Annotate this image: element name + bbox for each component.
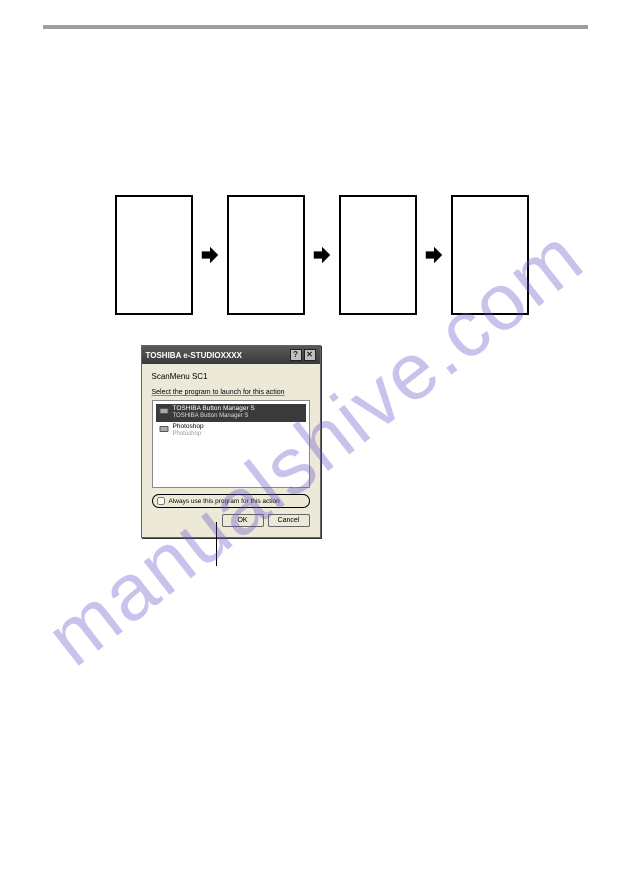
close-icon[interactable]: ✕ <box>304 349 316 361</box>
flow-step-4 <box>451 195 529 315</box>
program-select-dialog: TOSHIBA e-STUDIOXXXX ? ✕ ScanMenu SC1 Se… <box>141 345 321 538</box>
item-name: Photoshop <box>173 423 204 431</box>
checkbox-label: Always use this program for this action <box>169 498 280 505</box>
header-rule <box>43 25 588 29</box>
dialog-button-row: OK Cancel <box>152 514 310 527</box>
always-use-checkbox[interactable] <box>157 497 165 505</box>
dialog-title: TOSHIBA e-STUDIOXXXX <box>146 351 288 360</box>
dialog-instruction: Select the program to launch for this ac… <box>152 389 310 396</box>
scanner-icon <box>158 405 170 417</box>
flow-step-2 <box>227 195 305 315</box>
dialog-subtitle: ScanMenu SC1 <box>152 372 310 381</box>
ok-button[interactable]: OK <box>222 514 264 527</box>
cancel-button[interactable]: Cancel <box>268 514 310 527</box>
flow-step-1 <box>115 195 193 315</box>
item-name: TOSHIBA Button Manager S <box>173 405 255 413</box>
arrow-icon <box>199 244 221 266</box>
callout-line <box>216 522 217 566</box>
list-item[interactable]: TOSHIBA Button Manager S TOSHIBA Button … <box>156 404 306 422</box>
help-icon[interactable]: ? <box>290 349 302 361</box>
arrow-icon <box>423 244 445 266</box>
list-item[interactable]: Photoshop Photoshop <box>156 422 306 440</box>
dialog-body: ScanMenu SC1 Select the program to launc… <box>142 364 320 537</box>
program-list[interactable]: TOSHIBA Button Manager S TOSHIBA Button … <box>152 400 310 488</box>
item-sub: TOSHIBA Button Manager S <box>173 413 255 421</box>
flow-diagram <box>115 195 529 315</box>
scanner-icon <box>158 423 170 435</box>
dialog-title-bar[interactable]: TOSHIBA e-STUDIOXXXX ? ✕ <box>142 346 320 364</box>
item-sub: Photoshop <box>173 431 204 439</box>
always-use-checkbox-row[interactable]: Always use this program for this action <box>152 494 310 508</box>
flow-step-3 <box>339 195 417 315</box>
arrow-icon <box>311 244 333 266</box>
